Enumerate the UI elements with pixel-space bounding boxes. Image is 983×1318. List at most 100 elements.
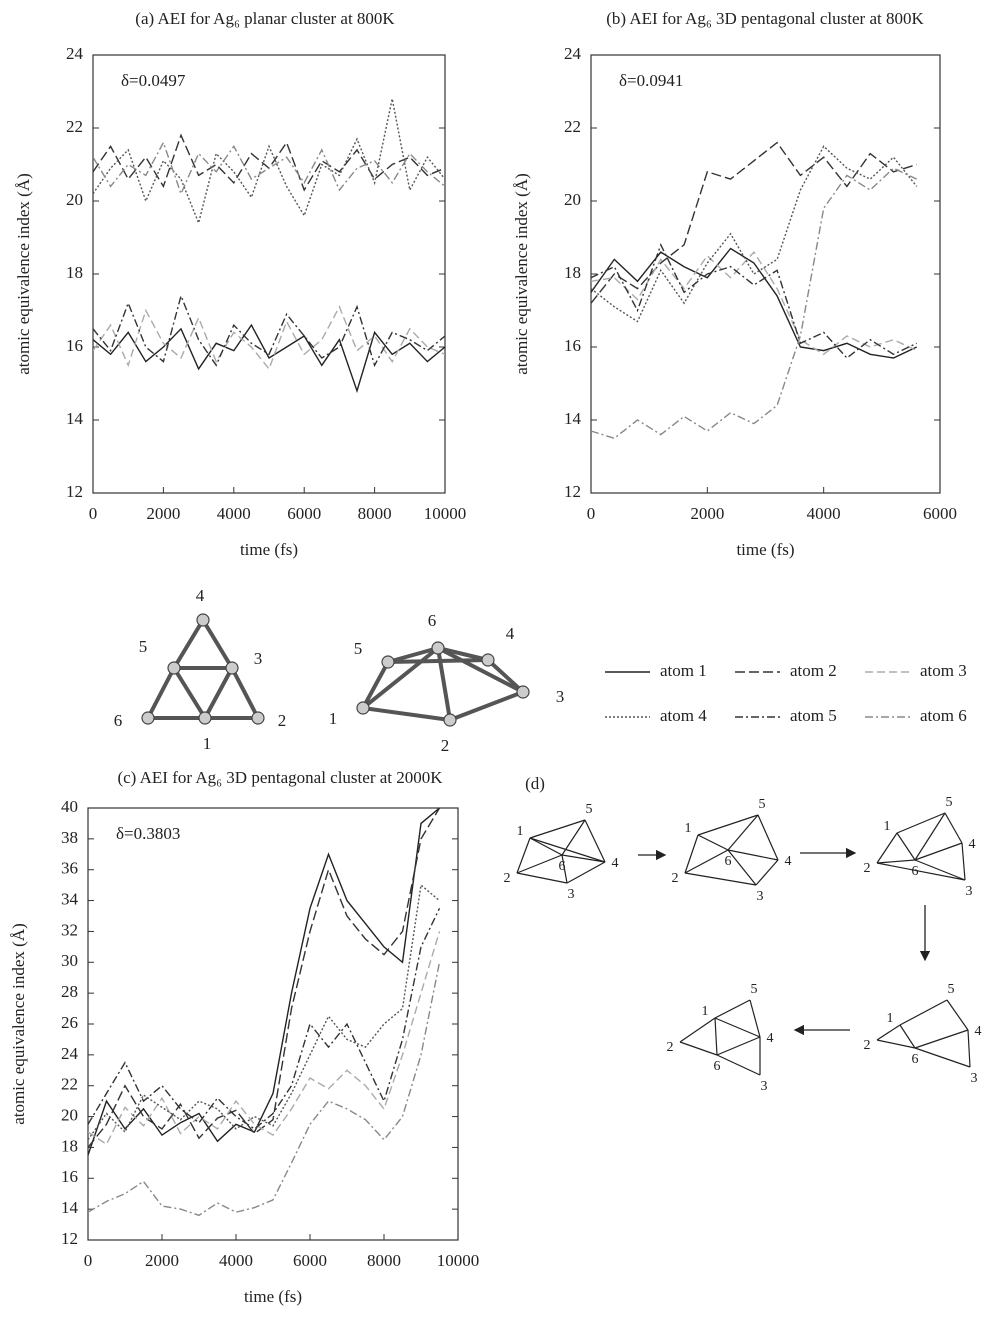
atom-label: 6: [428, 611, 437, 630]
graph-edge: [877, 863, 965, 880]
bond: [232, 668, 258, 718]
bond: [174, 620, 203, 668]
node-label: 6: [559, 859, 566, 874]
y-tick-label: 40: [61, 797, 78, 816]
node-label: 3: [761, 1079, 768, 1094]
node-label: 2: [504, 871, 511, 886]
node-label: 6: [725, 854, 732, 869]
node-label: 2: [864, 861, 871, 876]
series-line: [93, 99, 445, 223]
atom: [517, 686, 529, 698]
atom-label: 2: [278, 711, 287, 730]
node-label: 6: [714, 1059, 721, 1074]
y-axis-label: atomic equivalence index (Å): [9, 923, 28, 1125]
y-tick-label: 20: [66, 190, 83, 209]
atom: [197, 614, 209, 626]
graph-edge: [715, 1018, 717, 1055]
bond: [203, 620, 232, 668]
x-tick-label: 6000: [293, 1251, 327, 1270]
graph-edge: [947, 1000, 968, 1030]
atom: [252, 712, 264, 724]
graph-edge: [756, 860, 778, 885]
plot-frame: [88, 808, 458, 1240]
x-tick-label: 4000: [807, 504, 841, 523]
graph-edge: [517, 855, 562, 873]
graph-edge: [685, 873, 756, 885]
node-label: 3: [966, 884, 973, 899]
bond: [363, 662, 388, 708]
series-line: [591, 245, 917, 358]
y-tick-label: 38: [61, 828, 78, 847]
y-axis-label: atomic equivalence index (Å): [14, 173, 33, 375]
atom-label: 3: [556, 687, 565, 706]
y-tick-label: 22: [66, 117, 83, 136]
panel-label: (d): [525, 774, 545, 793]
node-label: 2: [667, 1040, 674, 1055]
node-label: 4: [785, 854, 792, 869]
graph-edge: [585, 820, 605, 862]
y-tick-label: 12: [564, 482, 581, 501]
y-tick-label: 32: [61, 920, 78, 939]
x-axis-label: time (fs): [240, 540, 298, 559]
bond: [363, 708, 450, 720]
node-label: 5: [946, 795, 953, 810]
y-tick-label: 24: [66, 44, 84, 63]
atom: [168, 662, 180, 674]
node-label: 3: [971, 1071, 978, 1086]
graph-edge: [517, 873, 567, 883]
bond: [450, 692, 523, 720]
series-line: [93, 143, 445, 194]
node-label: 4: [767, 1031, 774, 1046]
atom-label: 3: [254, 649, 263, 668]
chart-title: (c) AEI for Ag₆ 3D pentagonal cluster at…: [117, 768, 443, 787]
y-tick-label: 18: [66, 263, 83, 282]
atom: [199, 712, 211, 724]
node-label: 5: [948, 982, 955, 997]
series-line: [88, 962, 440, 1215]
x-axis-label: time (fs): [244, 1287, 302, 1306]
atom: [226, 662, 238, 674]
atom-label: 5: [354, 639, 363, 658]
graph-edge: [530, 820, 585, 838]
graph-edge: [897, 813, 945, 833]
atom-label: 6: [114, 711, 123, 730]
x-tick-label: 10000: [437, 1251, 480, 1270]
graph-edge: [877, 860, 915, 863]
graph-edge: [698, 835, 728, 850]
annotation: δ=0.3803: [116, 824, 180, 843]
x-tick-label: 6000: [923, 504, 957, 523]
atom: [482, 654, 494, 666]
y-tick-label: 26: [61, 1013, 78, 1032]
node-label: 4: [612, 856, 619, 871]
graph-edge: [530, 838, 605, 862]
y-tick-label: 14: [564, 409, 582, 428]
atom: [444, 714, 456, 726]
series-line: [88, 808, 440, 1155]
graph-edge: [968, 1030, 970, 1067]
node-label: 4: [969, 837, 976, 852]
graph-edge: [915, 860, 965, 880]
graph-edge: [877, 833, 897, 863]
graph-edge: [717, 1037, 760, 1055]
y-tick-label: 28: [61, 982, 78, 1001]
y-tick-label: 14: [66, 409, 84, 428]
chart-title: (a) AEI for Ag₆ planar cluster at 800K: [135, 9, 395, 28]
y-tick-label: 18: [61, 1136, 78, 1155]
bond: [148, 668, 174, 718]
legend-label: atom 6: [920, 706, 967, 725]
x-tick-label: 2000: [146, 504, 180, 523]
x-tick-label: 6000: [287, 504, 321, 523]
graph-edge: [900, 1000, 947, 1025]
graph-edge: [517, 838, 530, 873]
x-tick-label: 4000: [219, 1251, 253, 1270]
node-label: 1: [685, 821, 692, 836]
annotation: δ=0.0497: [121, 71, 186, 90]
node-label: 1: [884, 819, 891, 834]
x-tick-label: 0: [84, 1251, 93, 1270]
graph-edge: [680, 1042, 717, 1055]
atom: [382, 656, 394, 668]
x-tick-label: 0: [89, 504, 98, 523]
bond: [205, 668, 232, 718]
atom-label: 2: [441, 736, 450, 755]
plot-area: [93, 99, 445, 391]
